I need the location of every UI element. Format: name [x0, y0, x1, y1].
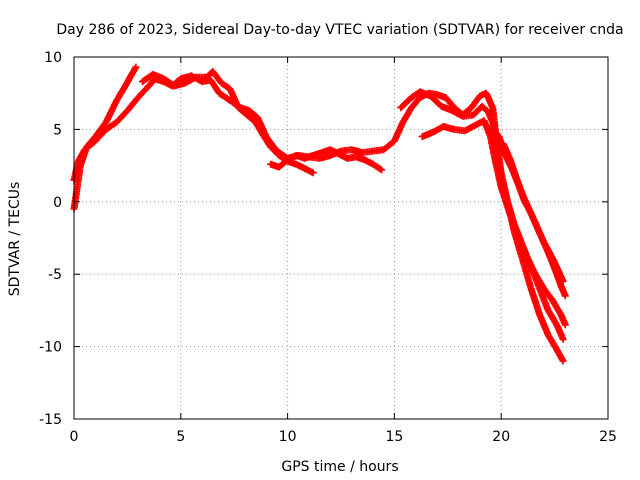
series-track-8: [499, 140, 569, 300]
series-markers: [138, 68, 317, 177]
x-tick-label: 20: [492, 429, 510, 445]
x-tick-label: 10: [279, 429, 297, 445]
x-tick-label: 5: [176, 429, 185, 445]
y-tick-label: -10: [39, 340, 62, 356]
series-track-4: [267, 146, 386, 174]
plot-frame: [73, 56, 609, 420]
series-markers: [267, 146, 386, 174]
y-tick-labels: -15 -10 -5 0 5 10: [39, 50, 62, 428]
grid-lines: [74, 57, 608, 419]
x-tick-labels: 0 5 10 15 20 25: [70, 429, 617, 445]
x-tick-label: 15: [385, 429, 403, 445]
chart-title: Day 286 of 2023, Sidereal Day-to-day VTE…: [56, 22, 623, 38]
x-axis-label: GPS time / hours: [281, 459, 398, 475]
data-points: [70, 63, 569, 365]
series-markers: [499, 140, 569, 300]
y-tick-label: 10: [44, 50, 62, 66]
y-tick-label: 5: [53, 122, 62, 138]
axis-ticks: [73, 56, 609, 420]
y-tick-label: 0: [53, 195, 62, 211]
x-tick-label: 25: [599, 429, 617, 445]
y-tick-label: -5: [48, 267, 62, 283]
y-tick-label: -15: [39, 412, 62, 428]
series-markers: [418, 117, 569, 329]
x-tick-label: 0: [70, 429, 79, 445]
y-axis-label: SDTVAR / TECUs: [7, 182, 23, 297]
series-track-6: [418, 117, 569, 329]
series-track-3: [138, 68, 317, 177]
